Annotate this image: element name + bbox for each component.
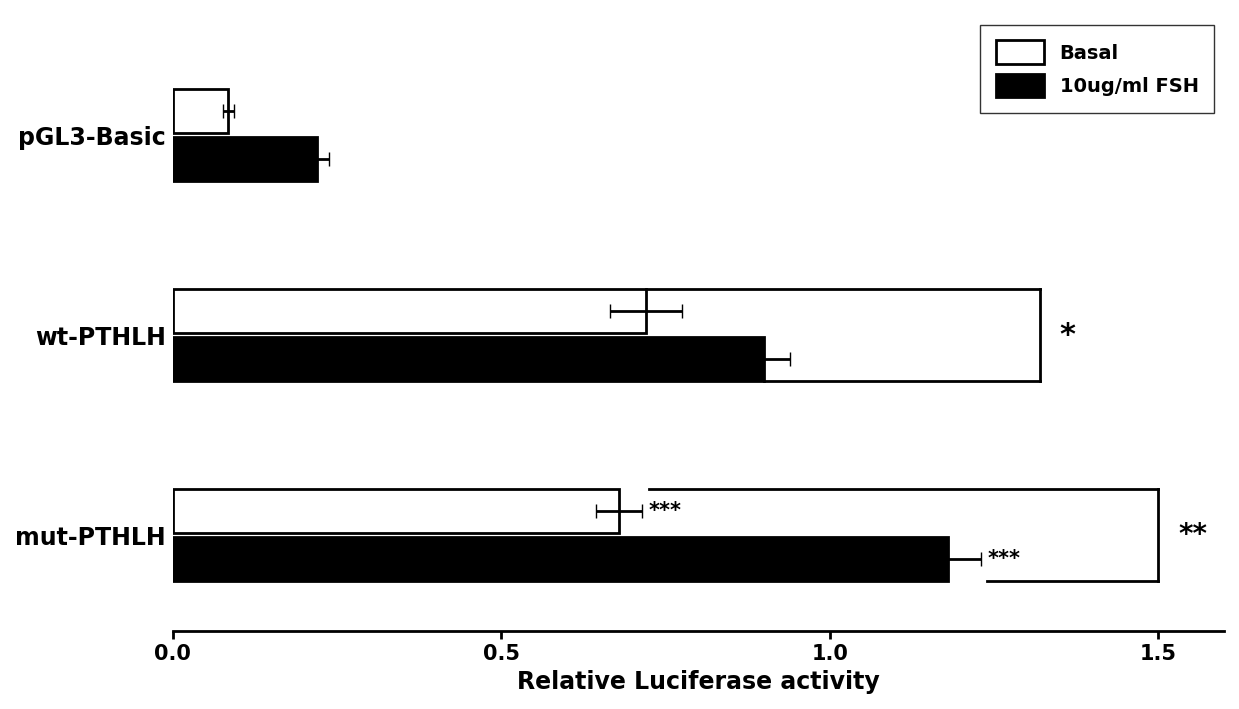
- Bar: [172, 89, 228, 133]
- Bar: [172, 337, 764, 381]
- Bar: [172, 137, 317, 181]
- Bar: [172, 489, 620, 533]
- Legend: Basal, 10ug/ml FSH: Basal, 10ug/ml FSH: [980, 25, 1214, 113]
- Text: ***: ***: [649, 501, 681, 521]
- Text: **: **: [1178, 521, 1207, 549]
- X-axis label: Relative Luciferase activity: Relative Luciferase activity: [517, 670, 880, 694]
- Bar: [172, 289, 646, 333]
- Bar: [172, 537, 948, 581]
- Text: ***: ***: [987, 549, 1021, 569]
- Text: *: *: [1059, 320, 1075, 350]
